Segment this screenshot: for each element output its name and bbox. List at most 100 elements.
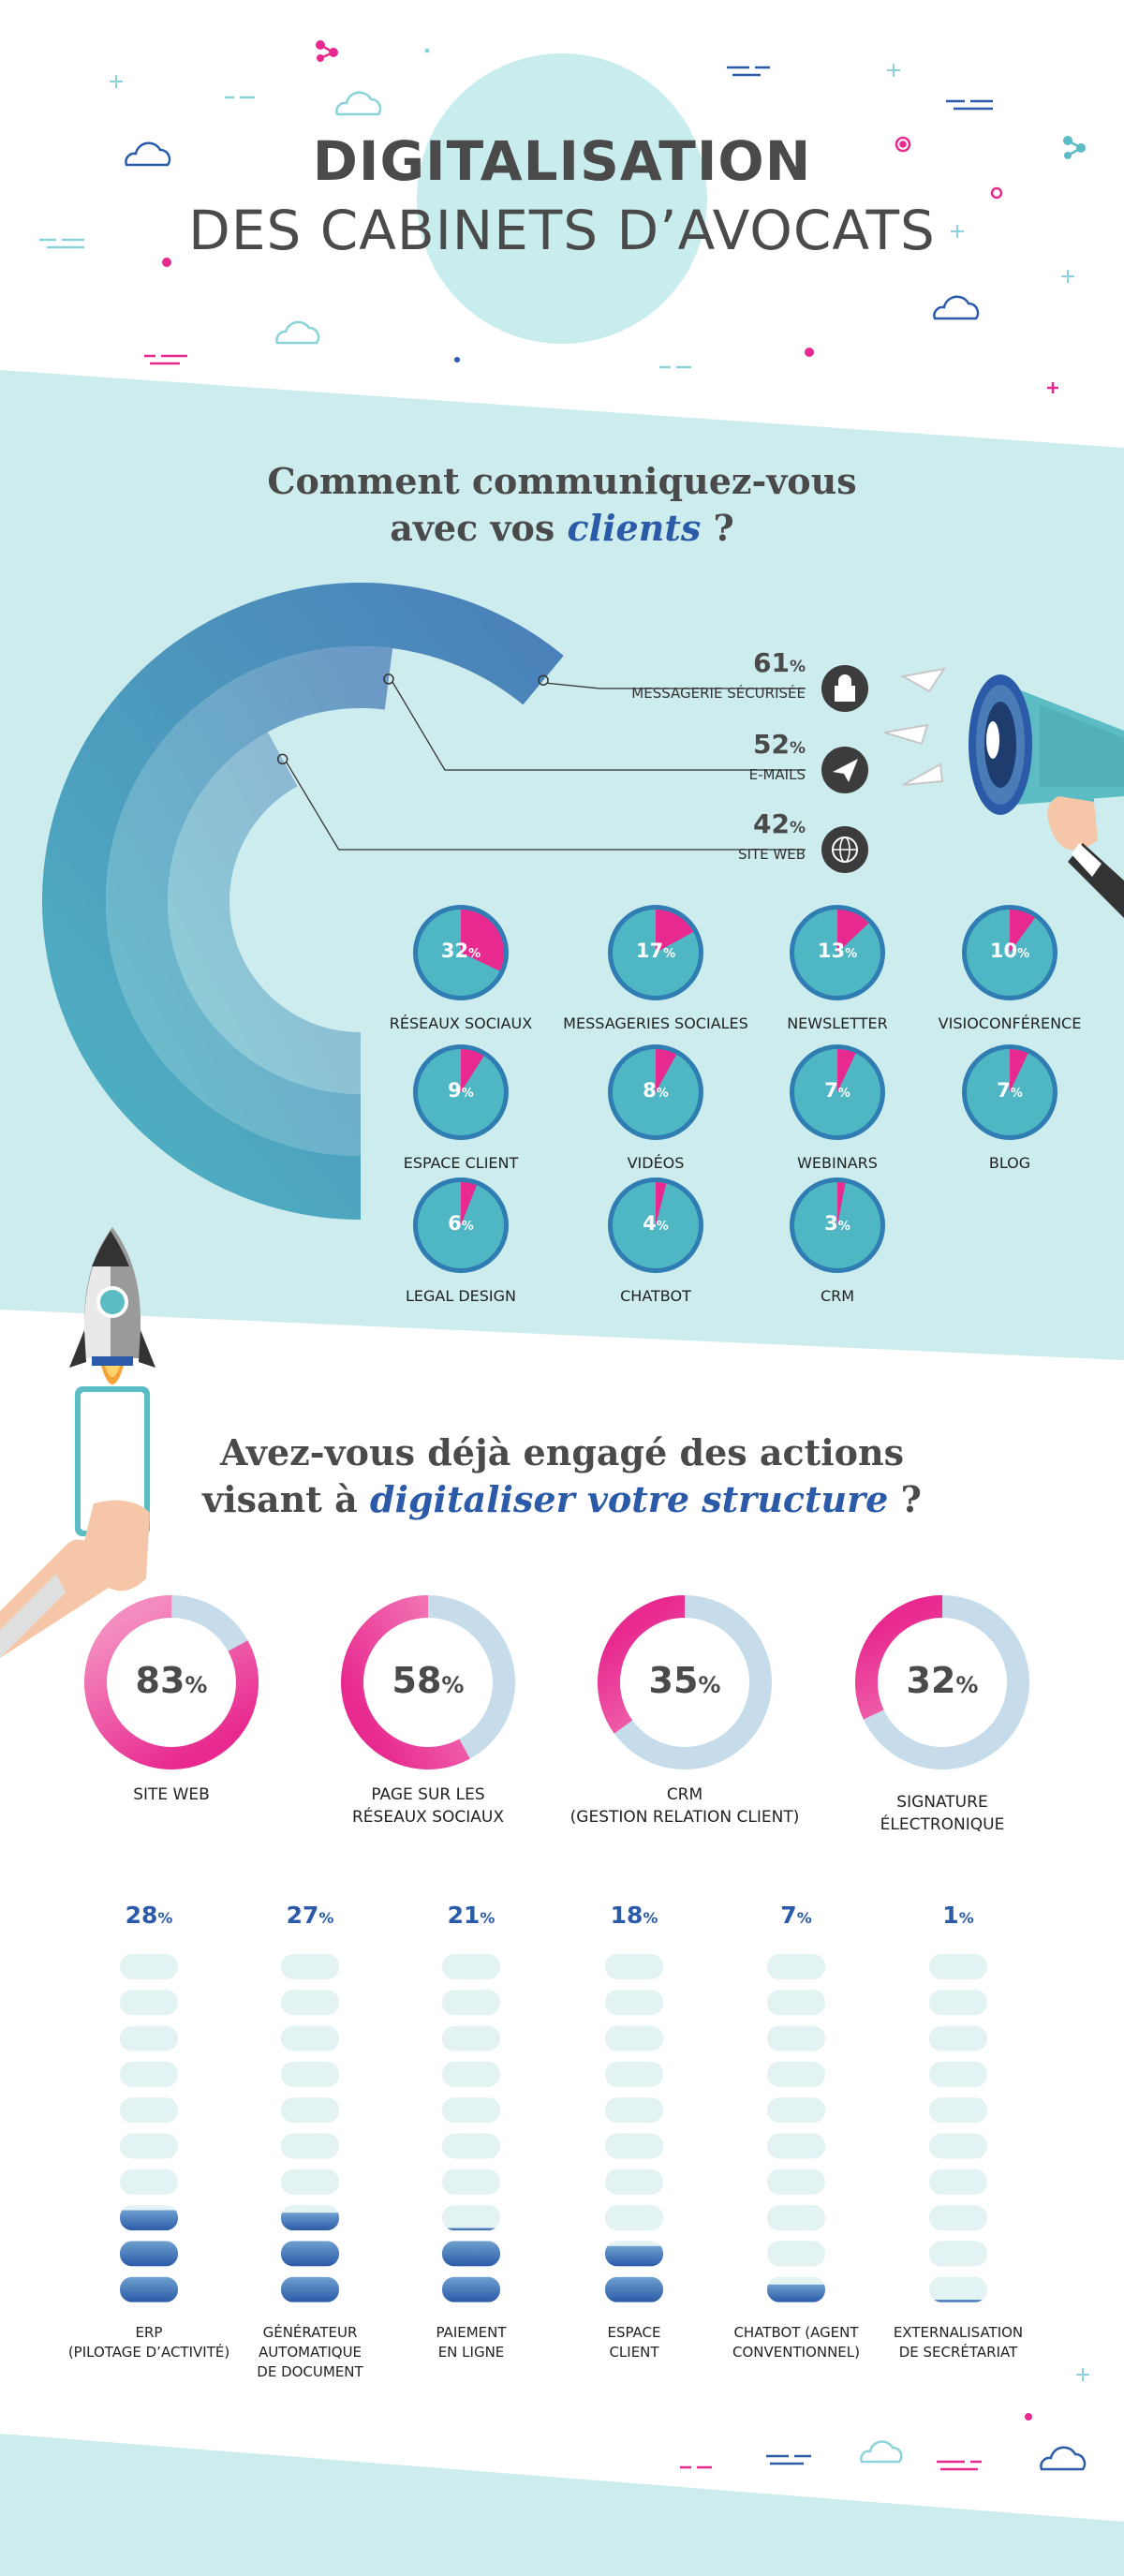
mini-pie bbox=[962, 1044, 1057, 1140]
dot-decoration bbox=[162, 258, 171, 267]
mini-pie-value: 3% bbox=[824, 1212, 850, 1235]
stack-bar bbox=[442, 1954, 500, 2302]
section2-question-line2: visant à digitaliser votre structure ? bbox=[202, 1478, 922, 1520]
stack-segment-filled bbox=[120, 2276, 178, 2302]
stack-segment-empty bbox=[767, 2241, 825, 2267]
stack-segment-filled bbox=[605, 2276, 663, 2302]
stack-segment-filled bbox=[281, 2241, 339, 2267]
stack-segment-empty bbox=[442, 2061, 500, 2087]
globe-glyph bbox=[832, 836, 858, 863]
mini-pie-slice bbox=[461, 910, 504, 971]
mini-pie bbox=[608, 905, 703, 1000]
mini-pie-label: CRM bbox=[820, 1287, 855, 1305]
cloud-icon bbox=[933, 295, 980, 320]
stack-bar bbox=[281, 1954, 339, 2302]
mini-pie-label: LEGAL DESIGN bbox=[405, 1287, 517, 1305]
channel-arc bbox=[167, 732, 361, 1094]
donut-label: SIGNATURE ÉLECTRONIQUE bbox=[880, 1793, 1005, 1834]
donut-label: CRM (GESTION RELATION CLIENT) bbox=[569, 1785, 800, 1827]
title-line-2: DES CABINETS D’AVOCATS bbox=[188, 199, 936, 262]
donut-chart bbox=[598, 1595, 772, 1769]
stack-segment-empty bbox=[442, 2025, 500, 2051]
stack-segment-empty bbox=[442, 2169, 500, 2195]
donut-value-arc bbox=[598, 1595, 772, 1769]
mini-pie-value: 13% bbox=[817, 940, 858, 962]
donut-value: 35% bbox=[648, 1660, 721, 1701]
mini-pie-value: 7% bbox=[997, 1079, 1023, 1102]
share-icon bbox=[316, 40, 338, 62]
stack-segment-empty bbox=[442, 2133, 500, 2159]
stack-segment-empty bbox=[281, 2025, 339, 2051]
gear-icon bbox=[895, 136, 911, 153]
mini-pie-label: ESPACE CLIENT bbox=[403, 1154, 519, 1172]
section1-question-line1: Comment communiquez-vous bbox=[267, 460, 857, 502]
paper-plane-glyph bbox=[833, 759, 858, 782]
stack-segment-filled bbox=[281, 2213, 339, 2231]
stack-segment-empty bbox=[442, 2097, 500, 2124]
stack-bar-label: ERP (PILOTAGE D’ACTIVITÉ) bbox=[67, 2324, 230, 2361]
stack-segment-empty bbox=[605, 2205, 663, 2231]
section2-question: Avez-vous déjà engagé des actions visant… bbox=[0, 1429, 1124, 1523]
stack-segment-empty bbox=[929, 2133, 987, 2159]
stack-bar bbox=[120, 1954, 178, 2302]
channel-arc bbox=[42, 582, 564, 1220]
mini-pie-slice bbox=[656, 910, 694, 953]
stack-bar-label: GÉNÉRATEUR AUTOMATIQUE DE DOCUMENT bbox=[257, 2324, 363, 2380]
leader-dot bbox=[538, 674, 549, 686]
mini-pie-label: VISIOCONFÉRENCE bbox=[938, 1014, 1082, 1032]
stack-segment-empty bbox=[929, 2025, 987, 2051]
donut-value-arc bbox=[84, 1595, 259, 1769]
mini-pie-label: NEWSLETTER bbox=[787, 1014, 888, 1032]
stack-bar-value: 7% bbox=[780, 1902, 812, 1929]
stack-segment-empty bbox=[120, 2025, 178, 2051]
mini-pie-label: BLOG bbox=[988, 1154, 1031, 1172]
mini-pie-label: WEBINARS bbox=[797, 1154, 878, 1172]
cloud-icon bbox=[125, 141, 171, 167]
lock-glyph bbox=[835, 674, 855, 702]
stack-segment-empty bbox=[767, 2205, 825, 2231]
mini-pie-label: CHATBOT bbox=[620, 1287, 691, 1305]
stack-bar-value: 27% bbox=[286, 1902, 334, 1929]
teal-band-bottom bbox=[0, 2434, 1124, 2576]
mini-pie-value: 9% bbox=[448, 1079, 474, 1102]
stack-segment-filled bbox=[120, 2210, 178, 2231]
mini-pie-label: RÉSEAUX SOCIAUX bbox=[389, 1014, 533, 1032]
mini-pie-slice bbox=[837, 1182, 846, 1225]
leader-line bbox=[392, 681, 806, 771]
stack-segment-empty bbox=[929, 2169, 987, 2195]
stack-segment-empty bbox=[281, 1954, 339, 1979]
mini-pie-value: 32% bbox=[440, 940, 481, 962]
channel-arc bbox=[106, 645, 393, 1156]
sparkle-icon bbox=[110, 64, 1089, 2381]
leader-line bbox=[546, 682, 806, 689]
mini-pie-slice bbox=[837, 1049, 856, 1092]
rocket-phone-illustration bbox=[0, 1227, 155, 1658]
donut-label: SITE WEB bbox=[133, 1785, 210, 1804]
stack-segment-empty bbox=[120, 2169, 178, 2195]
mini-pie-value: 6% bbox=[448, 1212, 474, 1235]
section1-question-line2: avec vos clients ? bbox=[390, 507, 734, 549]
stack-segment-filled bbox=[605, 2245, 663, 2267]
mini-pie-value: 10% bbox=[989, 940, 1030, 962]
section1-question: Comment communiquez-vous avec vos client… bbox=[0, 458, 1124, 552]
stack-segment-empty bbox=[442, 1954, 500, 1979]
stack-segment-empty bbox=[120, 1990, 178, 2016]
mini-pie bbox=[608, 1177, 703, 1273]
stack-segment-empty bbox=[767, 2097, 825, 2124]
stack-segment-empty bbox=[442, 2205, 500, 2231]
stack-bar-value: 18% bbox=[610, 1902, 658, 1929]
megaphone-illustration bbox=[883, 667, 1124, 918]
mini-pie-value: 7% bbox=[824, 1079, 850, 1102]
channel-value: 52% bbox=[752, 729, 806, 760]
stack-segment-empty bbox=[605, 2025, 663, 2051]
mini-pie bbox=[413, 905, 509, 1000]
stack-segment-empty bbox=[929, 1990, 987, 2016]
cloud-icon bbox=[335, 91, 382, 116]
stack-segment-empty bbox=[929, 2205, 987, 2231]
stack-segment-empty bbox=[605, 2169, 663, 2195]
mini-pie-label: VIDÉOS bbox=[627, 1154, 685, 1172]
title-line-1: DIGITALISATION bbox=[312, 129, 812, 193]
stack-segment-empty bbox=[767, 2169, 825, 2195]
stack-segment-empty bbox=[120, 2133, 178, 2159]
leader-dot bbox=[276, 753, 288, 765]
